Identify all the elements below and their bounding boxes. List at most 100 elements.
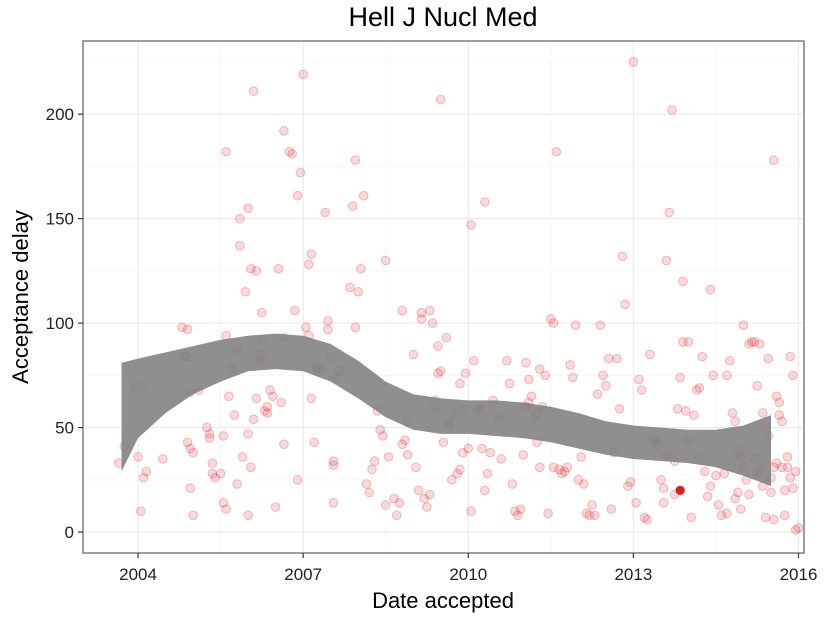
scatter-point — [790, 525, 801, 535]
scatter-point — [468, 355, 479, 366]
scatter-point — [279, 126, 289, 136]
scatter-point — [540, 370, 551, 381]
scatter-point — [733, 487, 743, 498]
scatter-point — [248, 86, 259, 96]
scatter-point — [292, 190, 303, 201]
scatter-point — [248, 414, 259, 425]
scatter-point — [303, 259, 314, 270]
scatter-point — [584, 510, 595, 521]
scatter-point — [207, 458, 218, 468]
scatter-point — [185, 483, 196, 494]
scatter-point — [378, 431, 388, 441]
scatter-point — [777, 416, 787, 427]
scatter-point — [411, 462, 421, 473]
scatter-point — [364, 487, 374, 498]
scatter-point — [306, 393, 317, 404]
x-tick-label: 2004 — [119, 565, 157, 584]
scatter-point — [273, 263, 284, 274]
scatter-point — [353, 286, 363, 297]
scatter-point — [782, 452, 793, 462]
scatter-point — [424, 305, 435, 316]
scatter-point — [323, 316, 333, 326]
scatter-point — [246, 462, 256, 473]
scatter-point — [457, 447, 468, 458]
scatter-point — [730, 416, 741, 427]
scatter-point — [141, 466, 152, 477]
scatter-point — [656, 475, 666, 485]
smooth-band — [121, 333, 771, 487]
scatter-point — [612, 353, 622, 364]
scatter-point — [496, 454, 507, 464]
scatter-point — [617, 251, 628, 262]
scatter-point — [752, 381, 763, 391]
y-axis-label: Acceptance delay — [8, 210, 33, 384]
scatter-point — [270, 502, 281, 512]
scatter-point — [188, 447, 198, 458]
scatter-point — [601, 381, 611, 391]
scatter-point — [576, 452, 586, 462]
x-tick-label: 2010 — [449, 565, 487, 584]
scatter-point — [290, 305, 300, 316]
scatter-point — [185, 443, 196, 454]
scatter-point — [763, 353, 774, 364]
scatter-point — [235, 213, 245, 224]
scatter-point — [771, 391, 782, 402]
scatter-point — [224, 391, 234, 402]
scatter-point — [309, 437, 319, 448]
scatter-point — [790, 466, 801, 477]
scatter-point — [625, 477, 636, 487]
scatter-point — [735, 504, 746, 514]
scatter-point — [232, 479, 242, 489]
scatter-point — [722, 508, 732, 519]
scatter-point — [788, 483, 798, 494]
scatter-point — [202, 422, 212, 433]
scatter-point — [565, 360, 575, 370]
scatter-point — [466, 220, 476, 230]
scatter-point — [207, 468, 218, 479]
scatter-point — [757, 408, 768, 418]
scatter-point — [328, 498, 339, 508]
y-axis: 0 50 100 150 200 — [46, 105, 83, 542]
scatter-point — [479, 485, 490, 496]
scatter-point — [262, 408, 273, 418]
scatter-point — [513, 510, 523, 521]
scatter-point — [768, 514, 779, 525]
scatter-point — [691, 385, 702, 395]
scatter-point — [562, 462, 573, 473]
scatter-point — [356, 263, 366, 274]
scatter-point — [620, 299, 630, 310]
scatter-point — [705, 284, 716, 295]
scatter-point — [768, 155, 779, 165]
scatter-point — [350, 322, 361, 333]
scatter-point — [265, 385, 275, 395]
scatter-point — [658, 498, 669, 508]
y-tick-label: 150 — [46, 210, 74, 229]
scatter-point — [268, 391, 278, 402]
scatter-point — [204, 433, 215, 443]
scatter-point — [579, 479, 589, 489]
scatter-point — [793, 523, 804, 533]
scatter-point — [435, 366, 446, 376]
scatter-point — [634, 374, 644, 385]
scatter-point — [672, 404, 683, 414]
scatter-point — [524, 374, 534, 385]
scatter-point — [680, 406, 691, 416]
scatter-point — [515, 504, 526, 514]
scatter-point — [727, 408, 738, 418]
scatter-point — [243, 510, 253, 521]
scatter-point — [188, 510, 198, 521]
scatter-point — [658, 483, 669, 494]
scatter-point — [664, 207, 674, 218]
confidence-band — [121, 333, 771, 487]
scatter-point — [408, 349, 419, 360]
scatter-point — [535, 462, 545, 473]
scatter-point — [433, 368, 443, 379]
scatter-point — [435, 94, 446, 105]
scatter-point — [177, 322, 187, 333]
chart-title: Hell J Nucl Med — [348, 2, 537, 32]
scatter-point — [138, 472, 149, 483]
scatter-point — [416, 314, 427, 324]
scatter-point — [559, 466, 570, 477]
scatter-point — [504, 378, 515, 389]
y-tick-label: 50 — [55, 419, 74, 438]
